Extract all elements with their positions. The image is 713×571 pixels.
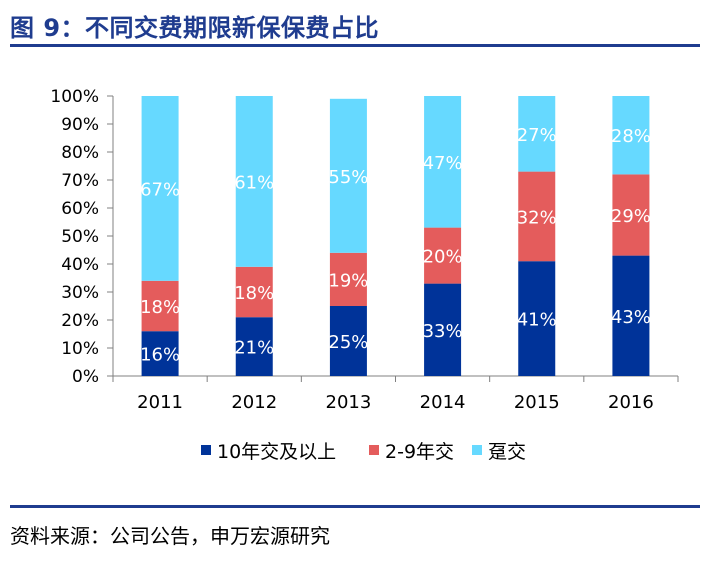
x-tick-label: 2011 xyxy=(137,392,183,413)
data-label: 43% xyxy=(611,307,651,328)
data-label: 29% xyxy=(611,206,651,227)
legend-label: 10年交及以上 xyxy=(217,441,336,463)
y-tick-label: 90% xyxy=(61,115,99,135)
data-label: 18% xyxy=(234,283,274,304)
data-label: 21% xyxy=(234,338,274,359)
x-tick-label: 2013 xyxy=(326,392,372,413)
bar-segment xyxy=(424,283,462,376)
data-label: 27% xyxy=(517,125,557,146)
data-label: 55% xyxy=(328,167,368,188)
bar-segment xyxy=(518,171,556,262)
footer-rule xyxy=(10,505,700,508)
x-tick-label: 2015 xyxy=(514,392,560,413)
data-label: 18% xyxy=(140,297,180,318)
bar-segment xyxy=(329,306,367,376)
data-label: 67% xyxy=(140,179,180,200)
y-tick-label: 70% xyxy=(61,171,99,191)
legend-swatch xyxy=(472,445,482,455)
bar-segment xyxy=(424,96,462,228)
data-label: 32% xyxy=(517,207,557,228)
data-label: 47% xyxy=(423,153,463,174)
bar-segment xyxy=(141,280,179,332)
y-tick-label: 30% xyxy=(61,283,99,303)
y-tick-label: 50% xyxy=(61,227,99,247)
legend-swatch xyxy=(369,445,379,455)
y-tick-label: 80% xyxy=(61,143,99,163)
y-tick-label: 10% xyxy=(61,339,99,359)
bar-segment xyxy=(518,261,556,376)
legend-label: 趸交 xyxy=(488,441,526,463)
chart-header: 图 9：不同交费期限新保保费占比 xyxy=(0,0,713,50)
stacked-bar-chart: 0% 10% 20% 30% 40% 50% 60% 70% 80% 90% 100% 16% 18% 6… xyxy=(50,87,679,463)
y-tick-label: 60% xyxy=(61,199,99,219)
bar-segment xyxy=(235,266,273,318)
title-underline xyxy=(10,44,700,47)
bar-segment xyxy=(612,96,650,175)
bar-segment xyxy=(518,96,556,172)
bar-segment xyxy=(141,96,179,281)
source-note: 资料来源：公司公告，申万宏源研究 xyxy=(10,524,330,548)
legend-label: 2-9年交 xyxy=(385,441,454,463)
bar-segment xyxy=(329,98,367,253)
y-tick-label: 40% xyxy=(61,255,99,275)
bar-segment xyxy=(329,252,367,306)
legend-swatch xyxy=(201,445,211,455)
data-label: 25% xyxy=(328,332,368,353)
data-label: 16% xyxy=(140,345,180,366)
x-tick-label: 2014 xyxy=(420,392,466,413)
y-tick-label: 100% xyxy=(50,87,99,107)
bar-segment xyxy=(612,255,650,376)
data-label: 41% xyxy=(517,310,557,331)
data-label: 28% xyxy=(611,126,651,147)
y-tick-label: 0% xyxy=(72,367,99,387)
bar-segment xyxy=(235,317,273,376)
bar-segment xyxy=(235,96,273,267)
bar-segment xyxy=(141,331,179,376)
bar-segment xyxy=(612,174,650,256)
data-label: 33% xyxy=(423,321,463,342)
data-label: 61% xyxy=(234,172,274,193)
y-tick-label: 20% xyxy=(61,311,99,331)
data-label: 19% xyxy=(328,270,368,291)
chart-title: 图 9：不同交费期限新保保费占比 xyxy=(10,14,380,42)
bar-segment xyxy=(424,227,462,284)
x-tick-label: 2012 xyxy=(231,392,277,413)
data-label: 20% xyxy=(423,247,463,268)
x-tick-label: 2016 xyxy=(608,392,654,413)
